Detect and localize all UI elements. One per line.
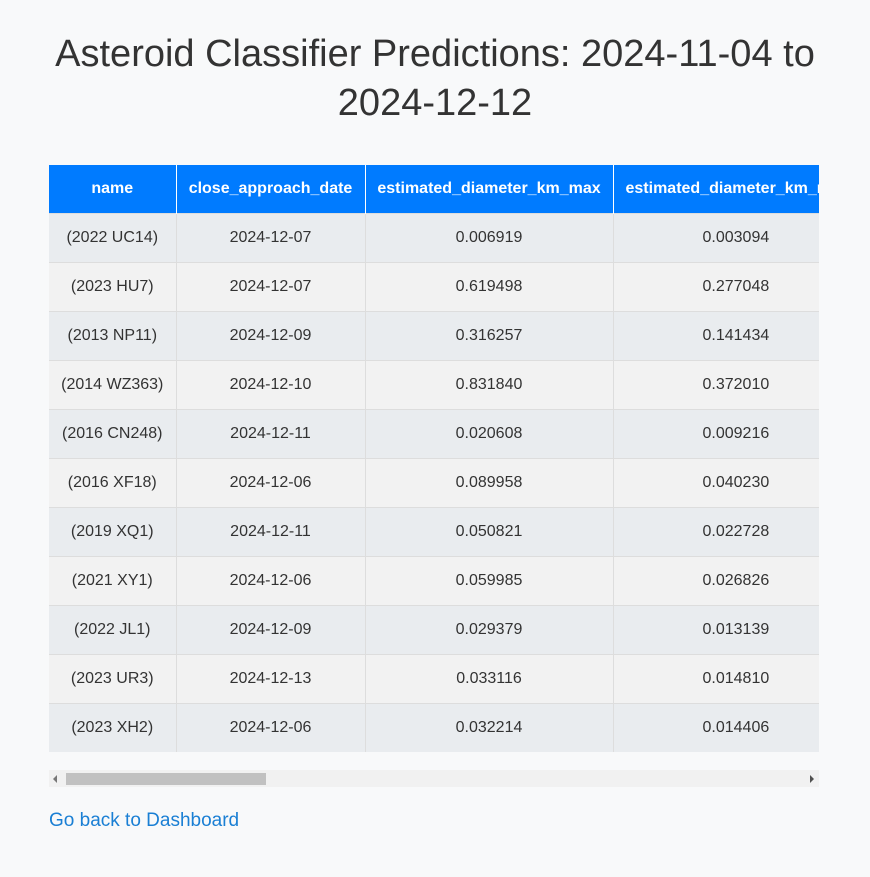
cell-name: (2019 XQ1)	[49, 507, 177, 557]
cell-diameter-max: 0.032214	[365, 703, 614, 752]
table-body: (2022 UC14) 2024-12-07 0.006919 0.003094 (20…	[49, 213, 819, 752]
table-header-row: name close_approach_date estimated_diame…	[49, 165, 819, 214]
table-row: (2022 UC14) 2024-12-07 0.006919 0.003094	[49, 213, 819, 263]
table-row: (2014 WZ363) 2024-12-10 0.831840 0.372010	[49, 360, 819, 410]
table-container[interactable]: name close_approach_date estimated_diame…	[49, 165, 819, 755]
cell-close-approach-date: 2024-12-11	[176, 409, 366, 459]
cell-diameter-min: 0.013139	[613, 605, 819, 655]
cell-diameter-min: 0.009216	[613, 409, 819, 459]
cell-diameter-min: 0.026826	[613, 556, 819, 606]
cell-name: (2023 UR3)	[49, 654, 177, 704]
cell-diameter-min: 0.022728	[613, 507, 819, 557]
table-row: (2022 JL1) 2024-12-09 0.029379 0.013139	[49, 605, 819, 655]
cell-diameter-max: 0.020608	[365, 409, 614, 459]
cell-diameter-max: 0.089958	[365, 458, 614, 508]
table-row: (2023 UR3) 2024-12-13 0.033116 0.014810	[49, 654, 819, 704]
cell-name: (2016 CN248)	[49, 409, 177, 459]
horizontal-scrollbar[interactable]	[49, 770, 819, 787]
scroll-thumb[interactable]	[66, 773, 266, 785]
scroll-right-arrow-icon[interactable]	[810, 775, 814, 783]
column-header-diameter-max: estimated_diameter_km_max	[365, 165, 614, 214]
cell-name: (2014 WZ363)	[49, 360, 177, 410]
cell-name: (2023 HU7)	[49, 262, 177, 312]
cell-close-approach-date: 2024-12-07	[176, 262, 366, 312]
cell-diameter-max: 0.316257	[365, 311, 614, 361]
cell-close-approach-date: 2024-12-06	[176, 556, 366, 606]
table-row: (2023 XH2) 2024-12-06 0.032214 0.014406	[49, 703, 819, 752]
cell-close-approach-date: 2024-12-06	[176, 703, 366, 752]
cell-diameter-min: 0.014810	[613, 654, 819, 704]
cell-close-approach-date: 2024-12-11	[176, 507, 366, 557]
cell-diameter-max: 0.029379	[365, 605, 614, 655]
cell-name: (2022 JL1)	[49, 605, 177, 655]
cell-name: (2013 NP11)	[49, 311, 177, 361]
cell-close-approach-date: 2024-12-10	[176, 360, 366, 410]
page-title: Asteroid Classifier Predictions: 2024-11…	[55, 33, 815, 124]
table-row: (2016 XF18) 2024-12-06 0.089958 0.040230	[49, 458, 819, 508]
table-row: (2016 CN248) 2024-12-11 0.020608 0.009216	[49, 409, 819, 459]
back-to-dashboard-link[interactable]: Go back to Dashboard	[49, 810, 240, 831]
table-row: (2019 XQ1) 2024-12-11 0.050821 0.022728	[49, 507, 819, 557]
cell-name: (2022 UC14)	[49, 213, 177, 263]
cell-diameter-max: 0.619498	[365, 262, 614, 312]
cell-diameter-min: 0.372010	[613, 360, 819, 410]
table-row: (2023 HU7) 2024-12-07 0.619498 0.277048	[49, 262, 819, 312]
cell-name: (2021 XY1)	[49, 556, 177, 606]
scroll-left-arrow-icon[interactable]	[53, 775, 57, 783]
column-header-name: name	[49, 165, 177, 214]
cell-close-approach-date: 2024-12-07	[176, 213, 366, 263]
table-row: (2013 NP11) 2024-12-09 0.316257 0.141434	[49, 311, 819, 361]
cell-close-approach-date: 2024-12-13	[176, 654, 366, 704]
predictions-table: name close_approach_date estimated_diame…	[49, 165, 819, 752]
column-header-diameter-min: estimated_diameter_km_min	[613, 165, 819, 214]
cell-diameter-max: 0.006919	[365, 213, 614, 263]
cell-close-approach-date: 2024-12-09	[176, 605, 366, 655]
cell-diameter-max: 0.050821	[365, 507, 614, 557]
cell-name: (2023 XH2)	[49, 703, 177, 752]
column-header-close-approach-date: close_approach_date	[176, 165, 366, 214]
cell-diameter-min: 0.003094	[613, 213, 819, 263]
cell-diameter-max: 0.033116	[365, 654, 614, 704]
cell-diameter-min: 0.040230	[613, 458, 819, 508]
cell-diameter-max: 0.831840	[365, 360, 614, 410]
cell-close-approach-date: 2024-12-09	[176, 311, 366, 361]
cell-diameter-min: 0.014406	[613, 703, 819, 752]
cell-name: (2016 XF18)	[49, 458, 177, 508]
table-row: (2021 XY1) 2024-12-06 0.059985 0.026826	[49, 556, 819, 606]
cell-diameter-min: 0.141434	[613, 311, 819, 361]
cell-diameter-min: 0.277048	[613, 262, 819, 312]
cell-close-approach-date: 2024-12-06	[176, 458, 366, 508]
cell-diameter-max: 0.059985	[365, 556, 614, 606]
